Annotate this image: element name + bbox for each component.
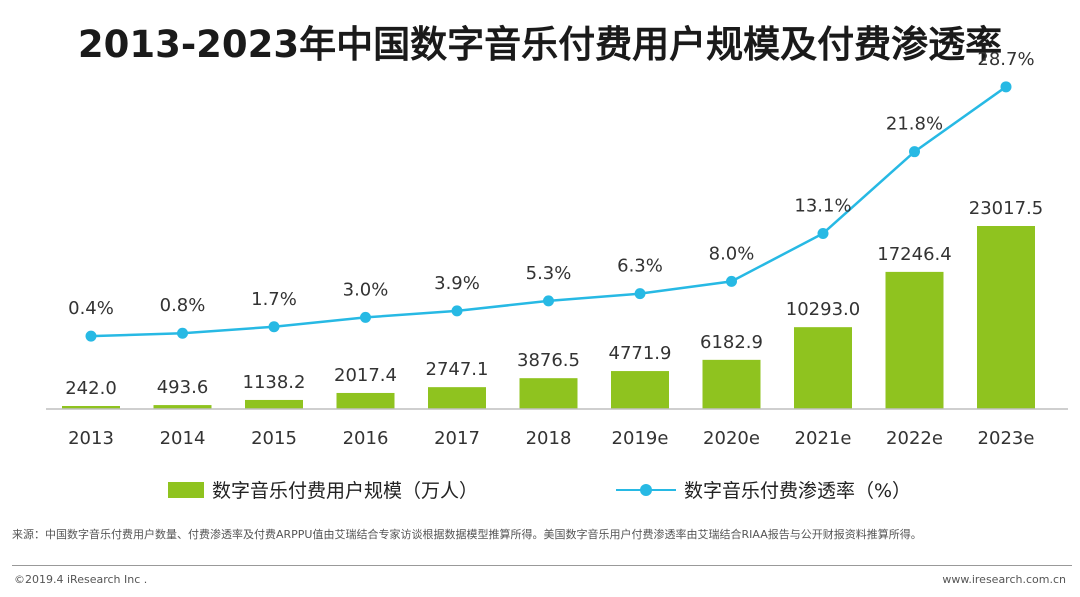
line-label-2018: 5.3% (526, 263, 572, 284)
line-series: 0.4% 0.8% 1.7% 3.0% 3.9% 5.3% 6.3% 8.0% 13.1% 21.… (68, 49, 1035, 342)
line-label-2016: 3.0% (343, 279, 389, 300)
combo-chart: 242.0 493.6 1138.2 2017.4 2747.1 3876.5 4771.9… (46, 49, 1068, 449)
line-label-2015: 1.7% (251, 289, 297, 310)
bar-label-2022e: 17246.4 (877, 244, 951, 265)
line-label-2017: 3.9% (434, 273, 480, 294)
legend-item-line: 数字音乐付费渗透率（%） (616, 476, 911, 503)
bar-2015 (245, 399, 303, 409)
line-label-2014: 0.8% (160, 295, 206, 316)
x-tick-2013: 2013 (68, 428, 114, 449)
bar-2021e (794, 327, 852, 409)
bar-series (62, 226, 1035, 409)
footer-divider (12, 565, 1072, 566)
x-tick-2019e: 2019e (612, 428, 669, 449)
bar-2016 (336, 392, 395, 409)
bar-2019e (611, 371, 669, 409)
line-point-2018 (543, 295, 554, 307)
bar-label-2015: 1138.2 (243, 372, 306, 393)
legend-line-label: 数字音乐付费渗透率（%） (684, 480, 912, 502)
line-label-2021e: 13.1% (794, 195, 851, 216)
copyright-text: ©2019.4 iResearch Inc . (14, 573, 148, 586)
bar-label-2017: 2747.1 (426, 359, 489, 380)
line-point-2022e (909, 146, 920, 158)
bar-2014 (153, 405, 212, 409)
line-point-2019e (634, 288, 646, 300)
bar-label-2021e: 10293.0 (786, 299, 860, 320)
line-label-2020e: 8.0% (709, 243, 755, 264)
x-tick-2017: 2017 (434, 428, 480, 449)
x-tick-2022e: 2022e (886, 428, 943, 449)
bar-label-2019e: 4771.9 (609, 343, 672, 364)
website-link[interactable]: www.iresearch.com.cn (942, 573, 1066, 586)
bar-label-2014: 493.6 (157, 377, 209, 398)
line-point-2023e (1000, 81, 1012, 93)
line-point-2017 (451, 305, 463, 317)
source-note: 来源：中国数字音乐付费用户数量、付费渗透率及付费ARPPU值由艾瑞结合专家访谈根… (12, 528, 922, 541)
x-tick-2016: 2016 (343, 428, 389, 449)
bar-data-labels: 242.0 493.6 1138.2 2017.4 2747.1 3876.5 4771.9… (65, 198, 1043, 399)
legend: 数字音乐付费用户规模（万人） 数字音乐付费渗透率（%） (0, 476, 1080, 504)
bar-label-2013: 242.0 (65, 378, 117, 399)
bar-2017 (428, 387, 486, 409)
bar-2022e (885, 271, 944, 409)
bar-label-2016: 2017.4 (334, 365, 397, 386)
bar-label-2018: 3876.5 (517, 350, 580, 371)
chart-title: 2013-2023年中国数字音乐付费用户规模及付费渗透率 (77, 23, 1003, 66)
legend-line-swatch (616, 482, 676, 498)
line-point-2015 (268, 321, 280, 333)
x-tick-2020e: 2020e (703, 428, 760, 449)
line-label-2019e: 6.3% (617, 256, 663, 277)
legend-bar-swatch (168, 481, 204, 498)
line-label-2023e: 28.7% (977, 49, 1034, 70)
line-point-2013 (85, 330, 97, 342)
line-point-2020e (726, 275, 737, 287)
legend-bar-label: 数字音乐付费用户规模（万人） (212, 480, 479, 502)
bar-2023e (977, 226, 1035, 409)
x-tick-2015: 2015 (251, 428, 297, 449)
bar-label-2020e: 6182.9 (700, 332, 763, 353)
x-tick-2014: 2014 (160, 428, 206, 449)
line-label-2022e: 21.8% (886, 114, 943, 135)
legend-item-bar: 数字音乐付费用户规模（万人） (168, 476, 478, 503)
x-tick-2023e: 2023e (978, 428, 1035, 449)
bar-2020e (702, 359, 761, 409)
line-point-2021e (817, 227, 829, 239)
x-tick-2018: 2018 (526, 428, 572, 449)
line-point-2014 (177, 327, 188, 339)
bar-2013 (62, 406, 120, 409)
bar-label-2023e: 23017.5 (969, 198, 1043, 219)
bar-2018 (519, 378, 578, 409)
line-point-2016 (360, 311, 371, 323)
line-label-2013: 0.4% (68, 298, 114, 319)
x-tick-labels: 2013 2014 2015 2016 2017 2018 2019e 2020e 2021e 2… (68, 428, 1034, 449)
x-tick-2021e: 2021e (795, 428, 852, 449)
